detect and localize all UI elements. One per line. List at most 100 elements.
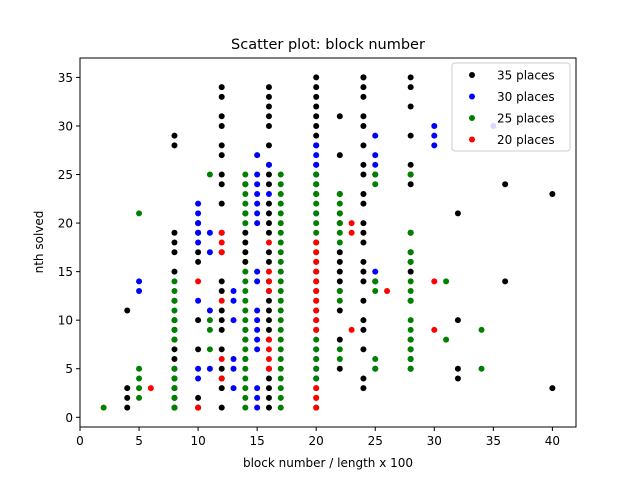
data-point [336, 356, 343, 363]
chart-title: Scatter plot: block number [231, 37, 425, 53]
data-point [336, 346, 343, 353]
data-point [313, 394, 320, 401]
data-point [277, 326, 284, 333]
data-point [372, 161, 379, 168]
plot-frame [79, 57, 577, 428]
data-point [242, 288, 249, 295]
data-point [360, 200, 367, 207]
data-point [265, 249, 272, 256]
data-point [242, 181, 249, 188]
data-point [313, 113, 320, 120]
data-point [372, 278, 379, 285]
data-point [136, 375, 143, 382]
data-point [336, 229, 343, 236]
data-point [265, 326, 272, 333]
data-point [336, 249, 343, 256]
data-point [336, 190, 343, 197]
data-point [265, 404, 272, 411]
data-point [230, 385, 237, 392]
data-point [171, 394, 178, 401]
data-point [336, 268, 343, 275]
data-point [171, 356, 178, 363]
legend-frame [451, 62, 571, 152]
data-point [218, 239, 225, 246]
data-point [136, 288, 143, 295]
data-point [372, 288, 379, 295]
y-tick-label: 5 [65, 362, 73, 376]
data-point [230, 297, 237, 304]
data-point [254, 220, 261, 227]
data-point [195, 346, 202, 353]
data-point [348, 326, 355, 333]
data-point [384, 288, 391, 295]
x-tick-label: 5 [135, 434, 143, 448]
data-point [265, 200, 272, 207]
data-point [242, 268, 249, 275]
data-point [431, 122, 438, 129]
data-point [242, 171, 249, 178]
data-point [360, 142, 367, 149]
data-point [206, 307, 213, 314]
data-point [277, 190, 284, 197]
data-point [549, 190, 556, 197]
data-point [242, 249, 249, 256]
data-point [277, 220, 284, 227]
data-point [407, 326, 414, 333]
data-point [360, 113, 367, 120]
data-point [242, 258, 249, 265]
data-point [254, 336, 261, 343]
data-point [277, 336, 284, 343]
data-point [206, 171, 213, 178]
data-point [277, 385, 284, 392]
data-point [195, 200, 202, 207]
data-point [360, 297, 367, 304]
data-point [313, 385, 320, 392]
data-point [454, 210, 461, 217]
data-point [218, 365, 225, 372]
data-point [407, 288, 414, 295]
data-point [407, 161, 414, 168]
data-point [407, 346, 414, 353]
data-point [360, 74, 367, 81]
data-point [171, 278, 178, 285]
data-point [242, 190, 249, 197]
data-point [265, 84, 272, 91]
data-point [242, 375, 249, 382]
x-tick-label: 40 [545, 434, 560, 448]
data-point [360, 171, 367, 178]
data-point [360, 84, 367, 91]
data-point [171, 268, 178, 275]
data-point [254, 317, 261, 324]
y-tick-label: 25 [58, 168, 73, 182]
data-point [218, 326, 225, 333]
data-point [195, 317, 202, 324]
data-point [218, 307, 225, 314]
data-point [313, 229, 320, 236]
data-point [372, 181, 379, 188]
data-point [277, 171, 284, 178]
data-point [360, 375, 367, 382]
x-tick-label: 25 [368, 434, 383, 448]
data-point [265, 336, 272, 343]
data-point [313, 152, 320, 159]
data-point [313, 181, 320, 188]
data-point [242, 200, 249, 207]
data-point [100, 404, 107, 411]
data-point [242, 356, 249, 363]
data-point [277, 210, 284, 217]
data-point [313, 288, 320, 295]
data-point [313, 365, 320, 372]
data-point [171, 288, 178, 295]
data-point [265, 375, 272, 382]
y-tick-label: 10 [58, 314, 73, 328]
data-point [360, 268, 367, 275]
data-point [265, 161, 272, 168]
data-point [313, 249, 320, 256]
data-point [277, 404, 284, 411]
data-point [360, 161, 367, 168]
data-point [277, 249, 284, 256]
data-point [407, 84, 414, 91]
data-point [313, 307, 320, 314]
data-point [171, 142, 178, 149]
data-point [171, 385, 178, 392]
